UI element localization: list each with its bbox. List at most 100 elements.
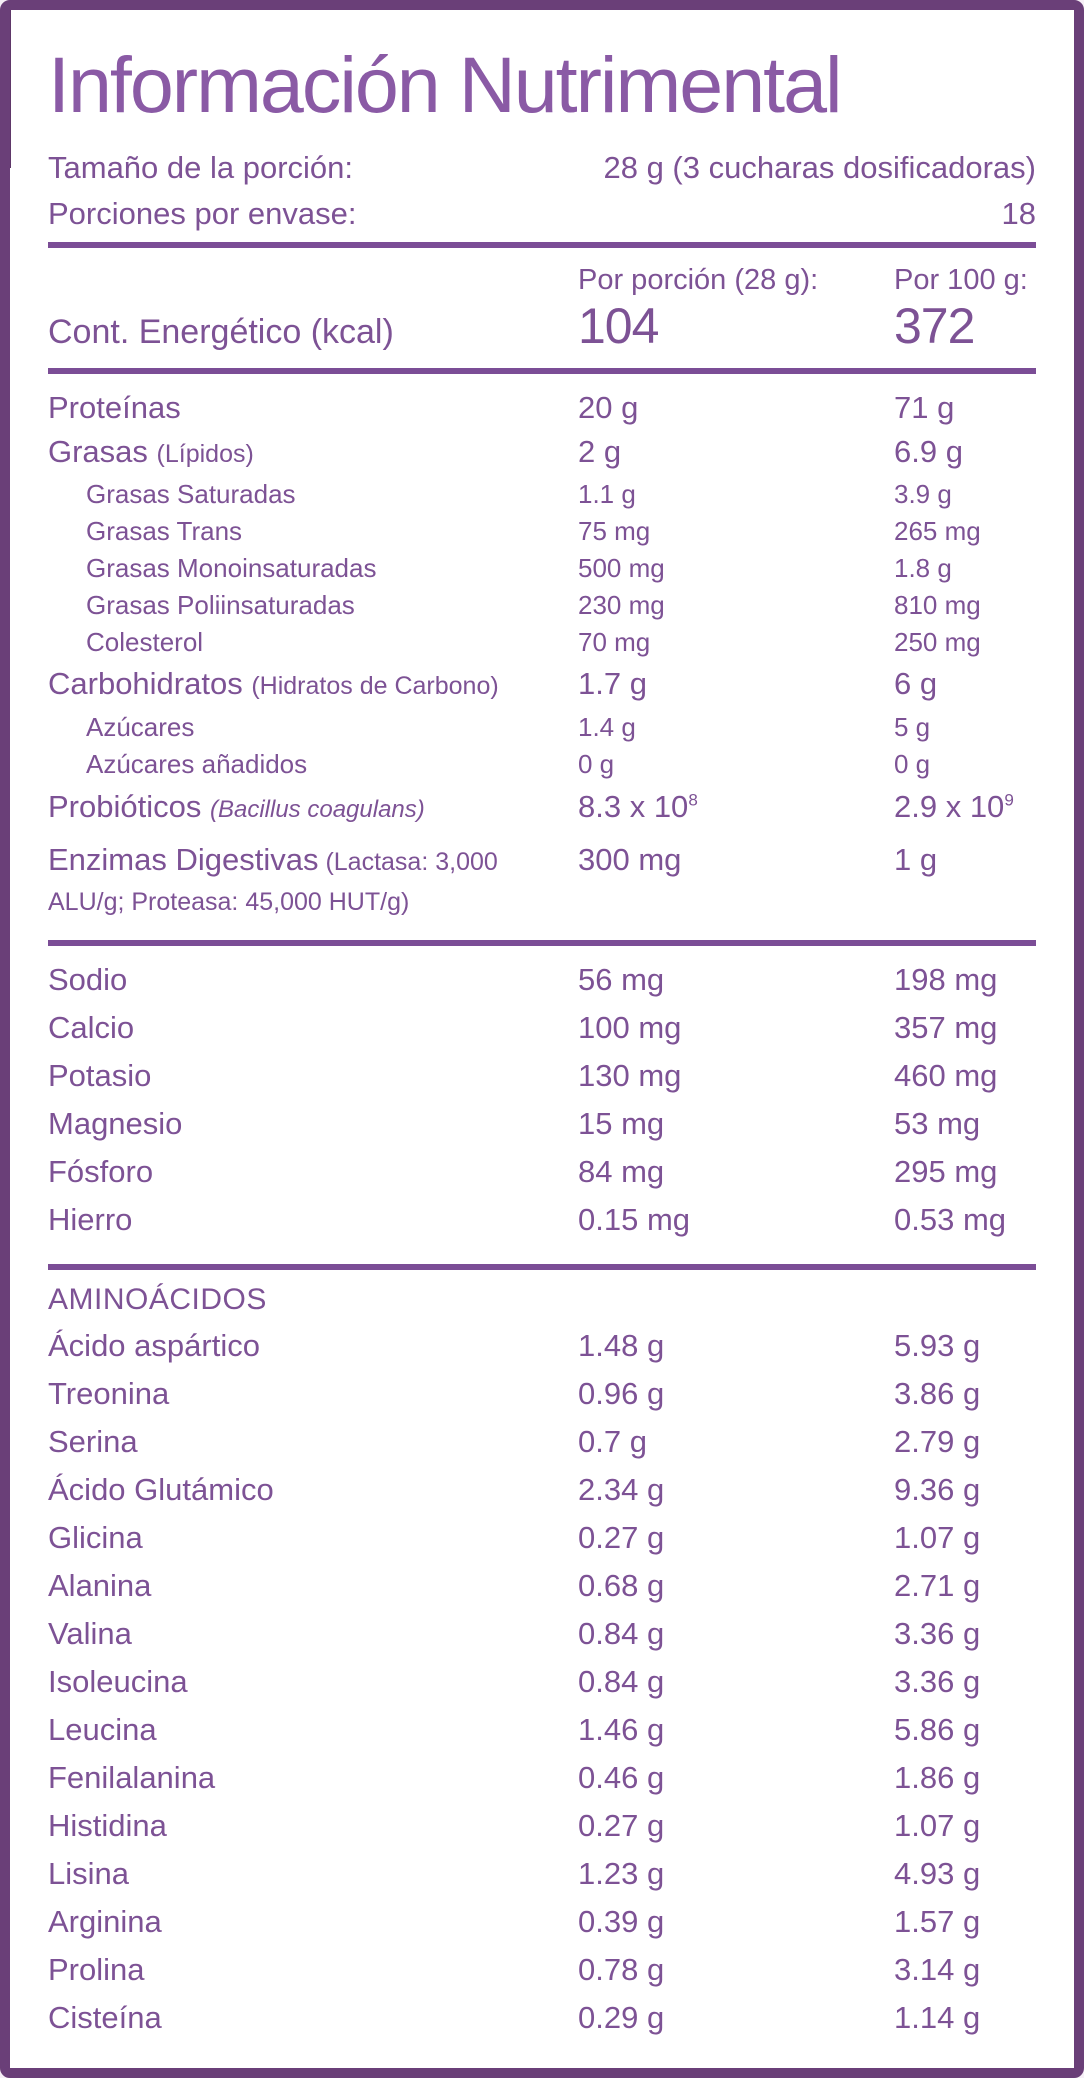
- per-serving-value: 0.68 g: [578, 1568, 665, 1603]
- row-grasas-poliinsaturadas: Grasas Poliinsaturadas 230 mg 810 mg: [48, 587, 1036, 624]
- row-carbohidratos: Carbohidratos (Hidratos de Carbono) 1.7 …: [48, 661, 1036, 709]
- per-serving-value: 0.7 g: [578, 1424, 647, 1459]
- per-100g-value: 1.57 g: [894, 1904, 981, 1939]
- row-hierro: Hierro 0.15 mg 0.53 mg: [48, 1196, 1036, 1244]
- per-serving-value: 100 mg: [578, 1010, 682, 1045]
- servings-per-container-row: Porciones por envase: 18: [48, 194, 1036, 234]
- per-100g-value: 1.07 g: [894, 1808, 981, 1843]
- per-serving-value: 84 mg: [578, 1154, 665, 1189]
- serving-size-value: 28 g (3 cucharas dosificadoras): [603, 150, 1036, 185]
- row-glicina: Glicina 0.27 g 1.07 g: [48, 1514, 1036, 1562]
- energy-label: Cont. Energético (kcal): [48, 313, 394, 351]
- per-serving-value: 56 mg: [578, 962, 665, 997]
- per-serving-value: 1.1 g: [578, 479, 636, 509]
- per-100g-value: 6.9 g: [894, 434, 963, 469]
- per-serving-value: 0.78 g: [578, 1952, 665, 1987]
- row-alanina: Alanina 0.68 g 2.71 g: [48, 1562, 1036, 1610]
- nutrient-label: Cisteína: [48, 2000, 162, 2035]
- nutrient-label: Grasas Poliinsaturadas: [86, 590, 355, 620]
- per-serving-value: 0 g: [578, 749, 615, 779]
- nutrient-label: Enzimas Digestivas (Lactasa: 3,000 ALU/g…: [48, 842, 498, 916]
- per-serving-value: 0.39 g: [578, 1904, 665, 1939]
- nutrient-label: Prolina: [48, 1952, 145, 1987]
- energy-per-100g-value: 372: [894, 298, 975, 354]
- per-serving-value: 0.29 g: [578, 2000, 665, 2035]
- per-100g-value: 2.71 g: [894, 1568, 981, 1603]
- row-grasas-monoinsaturadas: Grasas Monoinsaturadas 500 mg 1.8 g: [48, 550, 1036, 587]
- row-azucares: Azúcares 1.4 g 5 g: [48, 709, 1036, 746]
- per-100g-column-header: Por 100 g:: [894, 264, 1028, 296]
- row-colesterol: Colesterol 70 mg 250 mg: [48, 624, 1036, 661]
- row-leucina: Leucina 1.46 g 5.86 g: [48, 1706, 1036, 1754]
- row-azucares-anadidos: Azúcares añadidos 0 g 0 g: [48, 746, 1036, 783]
- row-magnesio: Magnesio 15 mg 53 mg: [48, 1100, 1036, 1148]
- per-100g-value: 460 mg: [894, 1058, 998, 1093]
- row-treonina: Treonina 0.96 g 3.86 g: [48, 1370, 1036, 1418]
- servings-per-container-value: 18: [1001, 196, 1036, 231]
- per-serving-value: 0.84 g: [578, 1664, 665, 1699]
- per-serving-value: 20 g: [578, 390, 639, 425]
- per-100g-value: 5 g: [894, 712, 931, 742]
- row-acido-glutamico: Ácido Glutámico 2.34 g 9.36 g: [48, 1466, 1036, 1514]
- nutrient-label: Colesterol: [86, 627, 204, 657]
- nutrient-label: Grasas Monoinsaturadas: [86, 553, 377, 583]
- nutrient-label: Lisina: [48, 1856, 129, 1891]
- nutrient-label: Ácido Glutámico: [48, 1472, 274, 1507]
- per-100g-value: 357 mg: [894, 1010, 998, 1045]
- per-serving-value: 0.27 g: [578, 1808, 665, 1843]
- per-serving-value: 130 mg: [578, 1058, 682, 1093]
- exponent: 8: [688, 790, 698, 810]
- nutrient-label: Serina: [48, 1424, 138, 1459]
- per-100g-value: 810 mg: [894, 590, 981, 620]
- energy-per-serving-value: 104: [578, 298, 659, 354]
- per-100g-value: 53 mg: [894, 1106, 981, 1141]
- row-arginina: Arginina 0.39 g 1.57 g: [48, 1898, 1036, 1946]
- per-100g-value: 2.9 x 109: [894, 789, 1014, 824]
- nutrient-label: Carbohidratos (Hidratos de Carbono): [48, 666, 499, 701]
- nutrient-label: Histidina: [48, 1808, 167, 1843]
- nutrient-label: Ácido aspártico: [48, 1328, 260, 1363]
- per-100g-value: 4.93 g: [894, 1856, 981, 1891]
- row-probioticos: Probióticos (Bacillus coagulans) 8.3 x 1…: [48, 783, 1036, 834]
- divider: [48, 940, 1036, 946]
- per-100g-value: 71 g: [894, 390, 955, 425]
- per-100g-value: 5.93 g: [894, 1328, 981, 1363]
- servings-per-container-label: Porciones por envase:: [48, 196, 357, 231]
- per-serving-value: 0.15 mg: [578, 1202, 691, 1237]
- per-100g-value: 198 mg: [894, 962, 998, 997]
- per-serving-value: 0.96 g: [578, 1376, 665, 1411]
- per-serving-value: 300 mg: [578, 842, 682, 877]
- row-fenilalanina: Fenilalanina 0.46 g 1.86 g: [48, 1754, 1036, 1802]
- nutrient-label: Fósforo: [48, 1154, 154, 1189]
- per-serving-value: 2 g: [578, 434, 622, 469]
- column-header-row: Por porción (28 g): Por 100 g:: [48, 262, 1036, 298]
- nutrient-label: Valina: [48, 1616, 132, 1651]
- nutrient-label: Calcio: [48, 1010, 135, 1045]
- nutrient-label: Hierro: [48, 1202, 133, 1237]
- nutrient-label: Magnesio: [48, 1106, 183, 1141]
- per-100g-value: 1 g: [894, 842, 938, 877]
- per-serving-value: 0.46 g: [578, 1760, 665, 1795]
- nutrient-label: Grasas Trans: [86, 516, 243, 546]
- row-prolina: Prolina 0.78 g 3.14 g: [48, 1946, 1036, 1994]
- per-100g-value: 250 mg: [894, 627, 981, 657]
- per-100g-value: 2.79 g: [894, 1424, 981, 1459]
- row-proteinas: Proteínas 20 g 71 g: [48, 386, 1036, 430]
- per-100g-value: 3.36 g: [894, 1616, 981, 1651]
- row-serina: Serina 0.7 g 2.79 g: [48, 1418, 1036, 1466]
- row-valina: Valina 0.84 g 3.36 g: [48, 1610, 1036, 1658]
- per-serving-value: 8.3 x 108: [578, 789, 698, 824]
- per-100g-value: 6 g: [894, 666, 938, 701]
- per-serving-value: 1.48 g: [578, 1328, 665, 1363]
- row-grasas-trans: Grasas Trans 75 mg 265 mg: [48, 513, 1036, 550]
- nutrient-label: Arginina: [48, 1904, 162, 1939]
- per-100g-value: 3.14 g: [894, 1952, 981, 1987]
- page-title: Información Nutrimental: [48, 40, 843, 129]
- row-calcio: Calcio 100 mg 357 mg: [48, 1004, 1036, 1052]
- serving-size-label: Tamaño de la porción:: [48, 150, 354, 185]
- per-serving-column-header: Por porción (28 g):: [578, 264, 819, 296]
- per-serving-value: 1.23 g: [578, 1856, 665, 1891]
- divider: [48, 368, 1036, 374]
- per-serving-value: 0.84 g: [578, 1616, 665, 1651]
